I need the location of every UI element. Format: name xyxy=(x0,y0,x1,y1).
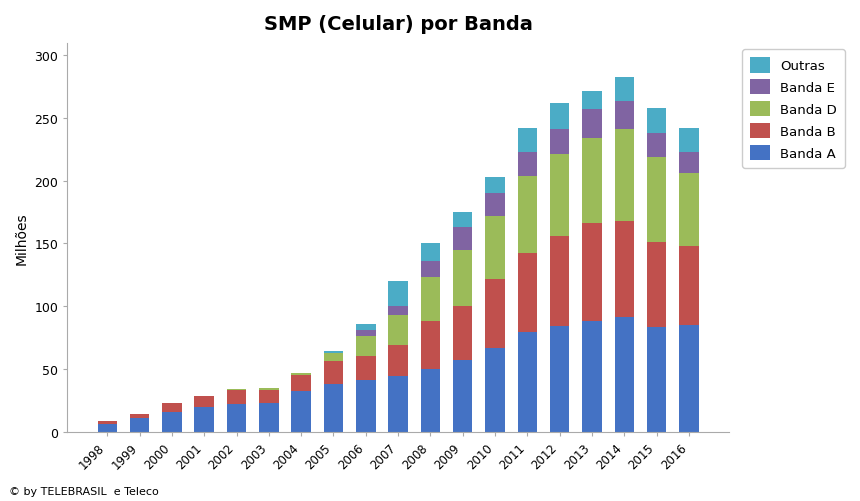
Bar xyxy=(485,194,505,216)
Bar xyxy=(356,337,376,357)
Bar xyxy=(97,424,117,432)
Bar xyxy=(615,318,634,432)
Bar xyxy=(356,380,376,432)
Bar xyxy=(615,221,634,318)
Bar xyxy=(518,333,538,432)
Bar xyxy=(259,390,279,403)
Bar xyxy=(227,390,246,404)
Bar xyxy=(615,130,634,221)
Bar xyxy=(485,216,505,279)
Bar xyxy=(679,174,698,246)
Bar xyxy=(647,158,666,242)
Bar xyxy=(356,357,376,380)
Bar xyxy=(259,403,279,432)
Bar xyxy=(194,407,214,432)
Bar xyxy=(389,377,408,432)
Bar xyxy=(163,412,181,432)
Bar xyxy=(679,129,698,153)
Title: SMP (Celular) por Banda: SMP (Celular) por Banda xyxy=(264,15,532,34)
Bar xyxy=(292,391,310,432)
Bar xyxy=(615,101,634,130)
Bar xyxy=(518,153,538,176)
Bar xyxy=(323,384,343,432)
Bar xyxy=(421,322,440,369)
Bar xyxy=(485,279,505,348)
Bar xyxy=(421,278,440,322)
Bar xyxy=(582,110,602,139)
Bar xyxy=(550,155,569,236)
Bar xyxy=(647,328,666,432)
Bar xyxy=(453,250,472,307)
Bar xyxy=(389,282,408,307)
Bar xyxy=(647,109,666,134)
Bar xyxy=(227,404,246,432)
Bar xyxy=(130,414,150,418)
Bar xyxy=(615,78,634,101)
Bar xyxy=(550,104,569,130)
Bar xyxy=(323,351,343,353)
Bar xyxy=(518,129,538,153)
Bar xyxy=(356,324,376,330)
Bar xyxy=(292,373,310,375)
Bar xyxy=(679,246,698,325)
Bar xyxy=(582,139,602,224)
Bar xyxy=(421,244,440,262)
Bar xyxy=(679,325,698,432)
Bar xyxy=(421,369,440,432)
Bar xyxy=(485,348,505,432)
Bar xyxy=(421,262,440,278)
Bar xyxy=(518,254,538,333)
Bar xyxy=(485,178,505,194)
Legend: Outras, Banda E, Banda D, Banda B, Banda A: Outras, Banda E, Banda D, Banda B, Banda… xyxy=(742,51,845,168)
Bar xyxy=(163,403,181,412)
Bar xyxy=(679,153,698,174)
Bar xyxy=(647,242,666,328)
Bar xyxy=(582,322,602,432)
Bar xyxy=(259,388,279,390)
Bar xyxy=(582,91,602,110)
Bar xyxy=(582,224,602,322)
Bar xyxy=(356,330,376,337)
Text: © by TELEBRASIL  e Teleco: © by TELEBRASIL e Teleco xyxy=(9,486,158,496)
Bar xyxy=(453,228,472,250)
Bar xyxy=(389,307,408,315)
Y-axis label: Milhões: Milhões xyxy=(15,211,29,264)
Bar xyxy=(227,389,246,390)
Bar xyxy=(453,307,472,360)
Bar xyxy=(518,176,538,254)
Bar xyxy=(550,130,569,155)
Bar xyxy=(453,360,472,432)
Bar xyxy=(292,375,310,391)
Bar xyxy=(647,134,666,158)
Bar xyxy=(389,345,408,377)
Bar xyxy=(130,418,150,432)
Bar xyxy=(323,362,343,384)
Bar xyxy=(194,397,214,407)
Bar xyxy=(323,353,343,362)
Bar xyxy=(97,422,117,424)
Bar xyxy=(550,236,569,327)
Bar xyxy=(550,327,569,432)
Bar xyxy=(389,315,408,345)
Bar xyxy=(453,213,472,228)
